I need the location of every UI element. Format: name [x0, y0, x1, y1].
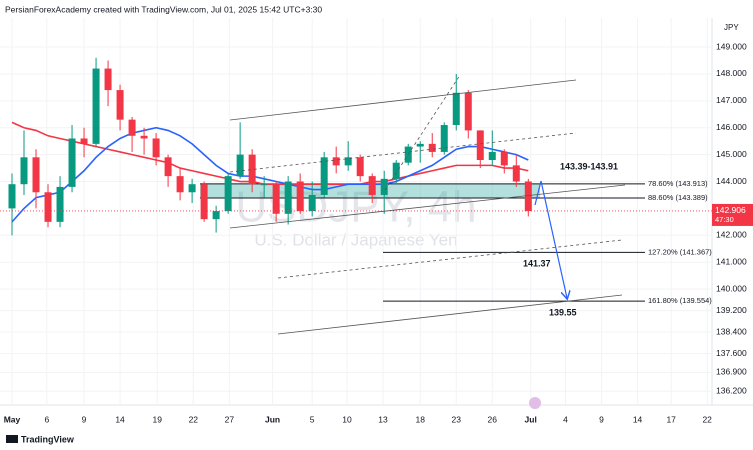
- x-tick-label: 13: [378, 414, 388, 424]
- x-tick-label: Jun: [265, 414, 280, 424]
- y-tick-label: 137.600: [716, 348, 747, 358]
- candle-body: [356, 157, 364, 177]
- y-tick-label: 149.000: [716, 41, 747, 51]
- candle-body: [440, 125, 448, 152]
- logo: [6, 435, 18, 443]
- x-tick-label: 17: [666, 414, 676, 424]
- zone-label: 143.39-143.91: [560, 161, 618, 171]
- candle-body: [104, 68, 112, 91]
- candle-body: [320, 157, 328, 195]
- candle-body: [152, 138, 160, 158]
- y-tick-label: 138.400: [716, 326, 747, 336]
- candle-body: [500, 151, 508, 166]
- watermark-subtitle: U.S. Dollar / Japanese Yen: [254, 230, 457, 249]
- arrow: [534, 180, 567, 298]
- candle-body: [92, 68, 100, 144]
- y-tick-label: 139.200: [716, 305, 747, 315]
- x-tick-label: 26: [488, 414, 498, 424]
- x-tick-label: 27: [225, 414, 235, 424]
- plot: 149.000 148.000 147.000 146.000 145.000 144.0…: [0, 18, 747, 424]
- candle-body: [176, 176, 184, 193]
- candle-body: [116, 90, 124, 120]
- candle-body: [56, 186, 64, 222]
- fib-label: 127.20% (141.367): [648, 247, 712, 256]
- x-tick-label: 10: [342, 414, 352, 424]
- candle-body: [368, 176, 376, 195]
- candle-body: [248, 154, 256, 185]
- candle-body: [296, 181, 304, 212]
- x-tick-label: 14: [115, 414, 125, 424]
- candle-body: [428, 143, 436, 152]
- x-tick-label: 9: [82, 414, 87, 424]
- x-tick-label: 18: [416, 414, 426, 424]
- candle-body: [236, 154, 244, 177]
- candle-body: [392, 162, 400, 179]
- candle-body: [80, 138, 88, 144]
- last-price-box: [712, 203, 753, 226]
- moving-average: [11, 121, 529, 186]
- candle-body: [284, 181, 292, 214]
- candle-body: [164, 157, 172, 177]
- candle-body: [68, 138, 76, 187]
- x-tick-label: 4: [563, 414, 568, 424]
- x-tick-label: May: [4, 414, 21, 424]
- x-tick-label: 19: [153, 414, 163, 424]
- currency: JPY: [724, 23, 739, 32]
- y-tick-label: 140.000: [716, 283, 747, 293]
- candle-body: [272, 184, 280, 214]
- candle-body: [224, 176, 232, 212]
- footer-brand: TradingView: [21, 434, 75, 444]
- candle-body: [128, 119, 136, 136]
- x-tick-label: Jul: [525, 414, 537, 424]
- fib-label: 78.60% (143.913): [648, 179, 708, 188]
- x-tick-label: 22: [702, 414, 712, 424]
- candle-body: [464, 92, 472, 131]
- candle-body: [8, 184, 16, 209]
- candle-body: [380, 178, 388, 195]
- y-tick-label: 148.000: [716, 68, 747, 78]
- candle-body: [200, 184, 208, 220]
- candle-body: [332, 157, 340, 166]
- last-price-label: 142.906: [715, 205, 746, 215]
- y-tick-label: 136.900: [716, 367, 747, 377]
- target-label: 139.55: [549, 307, 577, 317]
- x-tick-label: 22: [189, 414, 199, 424]
- candle-body: [416, 143, 424, 147]
- drawings: [229, 74, 626, 335]
- y-tick-label: 147.000: [716, 95, 747, 105]
- fib-label: 161.80% (139.554): [648, 296, 712, 305]
- x-tick-label: 6: [44, 414, 49, 424]
- candle-body: [140, 135, 148, 139]
- x-tick-label: 14: [633, 414, 643, 424]
- candle-body: [32, 157, 40, 193]
- candle-body: [308, 194, 316, 212]
- candle-body: [452, 92, 460, 126]
- x-tick-label: 23: [452, 414, 462, 424]
- x-tick-label: 5: [310, 414, 315, 424]
- target-label: 141.37: [523, 259, 551, 269]
- moving-average: [11, 126, 529, 223]
- candle-body: [488, 151, 496, 160]
- candle-body: [260, 184, 268, 186]
- candle-body: [44, 192, 52, 222]
- candle-body: [344, 157, 352, 166]
- x-tick-label: 9: [599, 414, 604, 424]
- y-tick-label: 145.000: [716, 149, 747, 159]
- y-tick-label: 141.000: [716, 256, 747, 266]
- candle-body: [212, 211, 220, 220]
- candle-body: [476, 130, 484, 160]
- y-tick-label: 146.000: [716, 122, 747, 132]
- fib-label: 88.60% (143.389): [648, 193, 708, 202]
- candle-body: [524, 181, 532, 212]
- y-tick-label: 144.000: [716, 176, 747, 186]
- countdown: 47:30: [715, 215, 734, 224]
- y-tick-label: 142.000: [716, 230, 747, 240]
- candle-body: [188, 184, 196, 193]
- header: PersianForexAcademy created with Trading…: [5, 4, 322, 14]
- replay-icon[interactable]: [529, 397, 541, 409]
- y-tick-label: 136.200: [716, 386, 747, 396]
- candle-body: [512, 165, 520, 182]
- candle-body: [20, 157, 28, 185]
